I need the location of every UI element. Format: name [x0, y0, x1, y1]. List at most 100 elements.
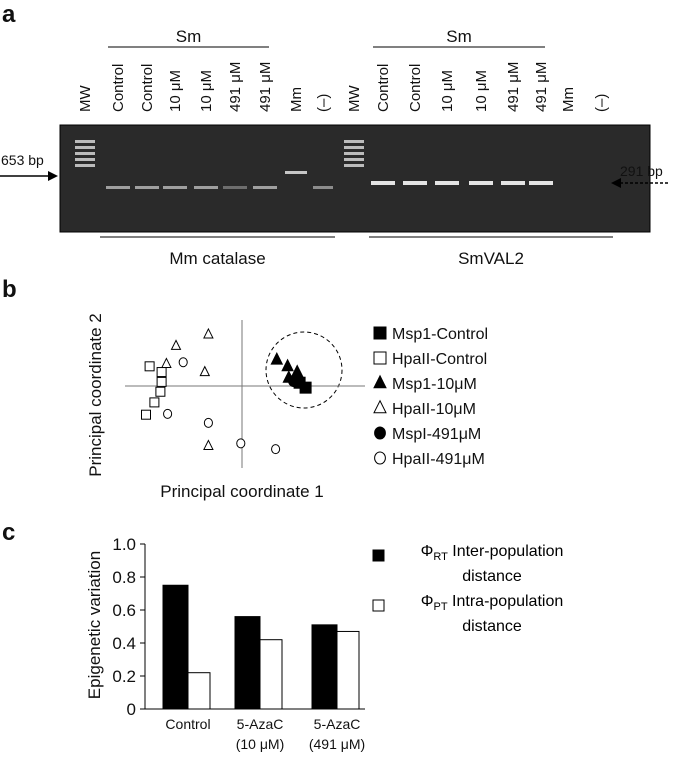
legend-label: Intra-population distance — [452, 593, 564, 636]
lane-label: 10 μM — [167, 70, 184, 112]
marker — [270, 352, 284, 365]
x-tick-label: 5-AzaC — [314, 716, 361, 732]
marker — [178, 357, 188, 368]
ladder-band — [344, 146, 364, 149]
legend-label: HpaII-10μM — [392, 401, 476, 418]
lane-label: 491 μM — [257, 62, 274, 112]
band — [313, 186, 333, 189]
arrow-head — [611, 178, 621, 188]
group-label: Sm — [176, 27, 202, 46]
legend-symbol: Φ — [420, 543, 434, 560]
lane-label: Control — [407, 64, 424, 112]
ladder-band — [75, 164, 95, 167]
marker — [373, 374, 387, 389]
marker — [156, 367, 167, 378]
legend-label: HpaII-491μM — [392, 451, 485, 468]
bar — [311, 624, 338, 710]
marker — [149, 397, 160, 408]
legend-subscript: PT — [433, 601, 448, 614]
marker — [203, 417, 213, 428]
x-tick-label: Control — [165, 716, 210, 732]
marker — [288, 375, 300, 388]
panel-label: b — [2, 276, 17, 303]
y-tick-label: 0.8 — [112, 568, 136, 587]
lane-label: 10 μM — [439, 70, 456, 112]
bar — [187, 672, 211, 710]
legend-label: MspI-491μM — [392, 426, 481, 443]
arrow-head — [48, 171, 58, 181]
legend-entry: ΦRT Inter-population distance — [392, 542, 592, 587]
marker — [373, 351, 387, 365]
x-tick-label: 5-AzaC — [237, 716, 284, 732]
marker — [271, 444, 281, 455]
ladder-band — [344, 152, 364, 155]
bar — [259, 639, 283, 710]
y-tick-label: 0.2 — [112, 667, 136, 686]
marker — [144, 361, 155, 372]
legend-label: Inter-population distance — [452, 543, 564, 586]
marker — [155, 386, 166, 397]
band — [163, 186, 187, 189]
lane-label: Control — [139, 64, 156, 112]
marker — [156, 376, 167, 387]
lane-label: 10 μM — [198, 70, 215, 112]
legend-label: HpaII-Control — [392, 351, 487, 368]
band — [194, 186, 218, 189]
band — [371, 181, 395, 185]
marker — [281, 358, 294, 372]
x-tick-label: (10 μM) — [236, 736, 285, 752]
band — [529, 181, 553, 185]
band — [435, 181, 459, 185]
band — [106, 186, 130, 189]
y-tick-label: 0 — [127, 700, 136, 719]
lane-label: Mm — [288, 87, 305, 112]
bar — [234, 616, 261, 710]
lane-label: 491 μM — [227, 62, 244, 112]
legend-swatch — [372, 549, 385, 562]
lane-label: MW — [346, 85, 363, 112]
marker-label: 653 bp — [1, 152, 44, 168]
marker-label: 291 bp — [620, 163, 663, 179]
gene-label: SmVAL2 — [458, 249, 524, 268]
lane-label: Mm — [560, 87, 577, 112]
marker — [141, 409, 151, 420]
marker — [203, 327, 214, 339]
marker — [170, 339, 182, 350]
lane-label: Control — [375, 64, 392, 112]
marker — [373, 326, 387, 340]
x-tick-label: (491 μM) — [309, 736, 365, 752]
ladder-band — [344, 158, 364, 161]
legend-entry: ΦPT Intra-population distance — [392, 592, 592, 637]
ladder-band — [75, 140, 95, 143]
bar — [336, 630, 360, 710]
marker — [236, 438, 246, 449]
lane-label: MW — [77, 85, 94, 112]
legend-label: Msp1-10μM — [392, 376, 477, 393]
group-label: Sm — [446, 27, 472, 46]
marker — [163, 408, 173, 419]
band — [223, 186, 247, 189]
marker — [203, 439, 214, 450]
y-tick-label: 0.4 — [112, 634, 136, 653]
y-tick-label: 1.0 — [112, 535, 136, 554]
band — [253, 186, 277, 189]
marker — [161, 357, 172, 368]
band — [501, 181, 525, 185]
legend-swatch — [372, 599, 385, 612]
lane-label: 10 μM — [473, 70, 490, 112]
lane-label: 491 μM — [505, 62, 522, 112]
lane-label: (–) — [315, 94, 332, 112]
ladder-band — [75, 152, 95, 155]
marker — [373, 399, 387, 414]
x-axis-label: Principal coordinate 1 — [160, 482, 323, 501]
cluster-circle — [265, 331, 343, 409]
y-tick-label: 0.6 — [112, 601, 136, 620]
lane-label: (–) — [593, 94, 610, 112]
legend-label: Msp1-Control — [392, 326, 488, 343]
band — [403, 181, 427, 185]
ladder-band — [75, 158, 95, 161]
ladder-band — [75, 146, 95, 149]
marker — [374, 426, 386, 440]
